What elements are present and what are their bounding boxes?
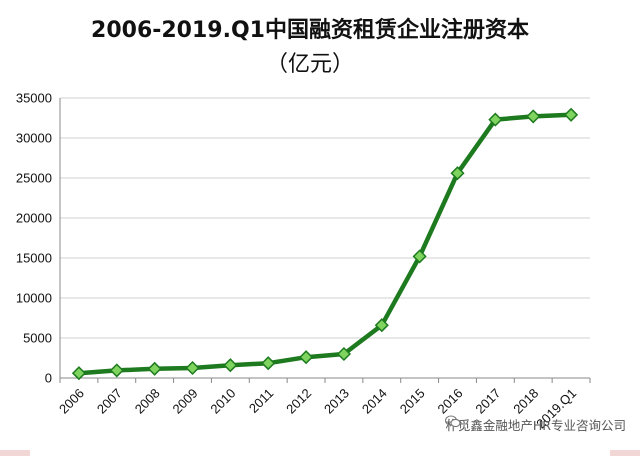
data-point bbox=[261, 356, 276, 371]
data-point bbox=[299, 350, 314, 365]
y-tick-labels: 0 5000 10000 15000 20000 25000 30000 35000 bbox=[16, 91, 52, 386]
data-point bbox=[336, 346, 351, 362]
y-tick-label: 0 bbox=[45, 371, 52, 386]
chart-title-unit: （亿元） bbox=[265, 52, 354, 77]
x-tick-label: 2013 bbox=[321, 386, 352, 417]
y-tick-label: 30000 bbox=[16, 131, 52, 146]
y-tick-label: 20000 bbox=[16, 211, 52, 226]
x-tick-label: 2016 bbox=[435, 386, 466, 417]
data-point bbox=[71, 366, 86, 381]
x-tick-label: 2014 bbox=[359, 386, 390, 417]
data-point bbox=[450, 166, 465, 181]
chart-title: 2006-2019.Q1中国融资租赁企业注册资本 bbox=[91, 18, 529, 43]
data-point bbox=[526, 109, 541, 124]
y-tick-label: 5000 bbox=[23, 331, 52, 346]
x-tick-label: 2011 bbox=[246, 386, 276, 416]
y-tick-label: 10000 bbox=[16, 291, 52, 306]
data-point bbox=[147, 361, 162, 376]
axes bbox=[59, 98, 591, 383]
y-tick-label: 25000 bbox=[16, 171, 52, 186]
x-tick-label: 2017 bbox=[472, 386, 503, 417]
data-point bbox=[488, 112, 503, 127]
watermark: 朴觅鑫金融地产HR专业咨询公司 bbox=[445, 415, 626, 434]
x-tick-label: 2008 bbox=[132, 386, 163, 417]
x-tick-label: 2006 bbox=[56, 386, 87, 417]
gridlines bbox=[60, 97, 590, 339]
y-tick-label: 15000 bbox=[16, 251, 52, 266]
x-tick-label: 2010 bbox=[207, 386, 238, 417]
edge-decoration-right bbox=[610, 450, 640, 456]
data-point bbox=[185, 360, 200, 376]
data-point bbox=[109, 363, 124, 378]
data-point bbox=[564, 107, 579, 122]
wechat-icon bbox=[445, 415, 461, 428]
x-tick-label: 2018 bbox=[510, 386, 541, 417]
series-group bbox=[71, 107, 579, 381]
watermark-text: 朴觅鑫金融地产HR专业咨询公司 bbox=[445, 418, 626, 433]
data-point bbox=[412, 249, 427, 264]
series-line bbox=[78, 112, 572, 376]
y-tick-label: 35000 bbox=[16, 91, 52, 106]
x-tick-label: 2007 bbox=[94, 386, 125, 417]
data-point bbox=[223, 358, 238, 373]
data-point bbox=[374, 318, 389, 333]
x-tick-label: 2012 bbox=[283, 386, 314, 417]
x-tick-label: 2015 bbox=[397, 386, 428, 417]
x-tick-label: 2009 bbox=[170, 386, 201, 417]
edge-decoration-left bbox=[0, 450, 30, 456]
